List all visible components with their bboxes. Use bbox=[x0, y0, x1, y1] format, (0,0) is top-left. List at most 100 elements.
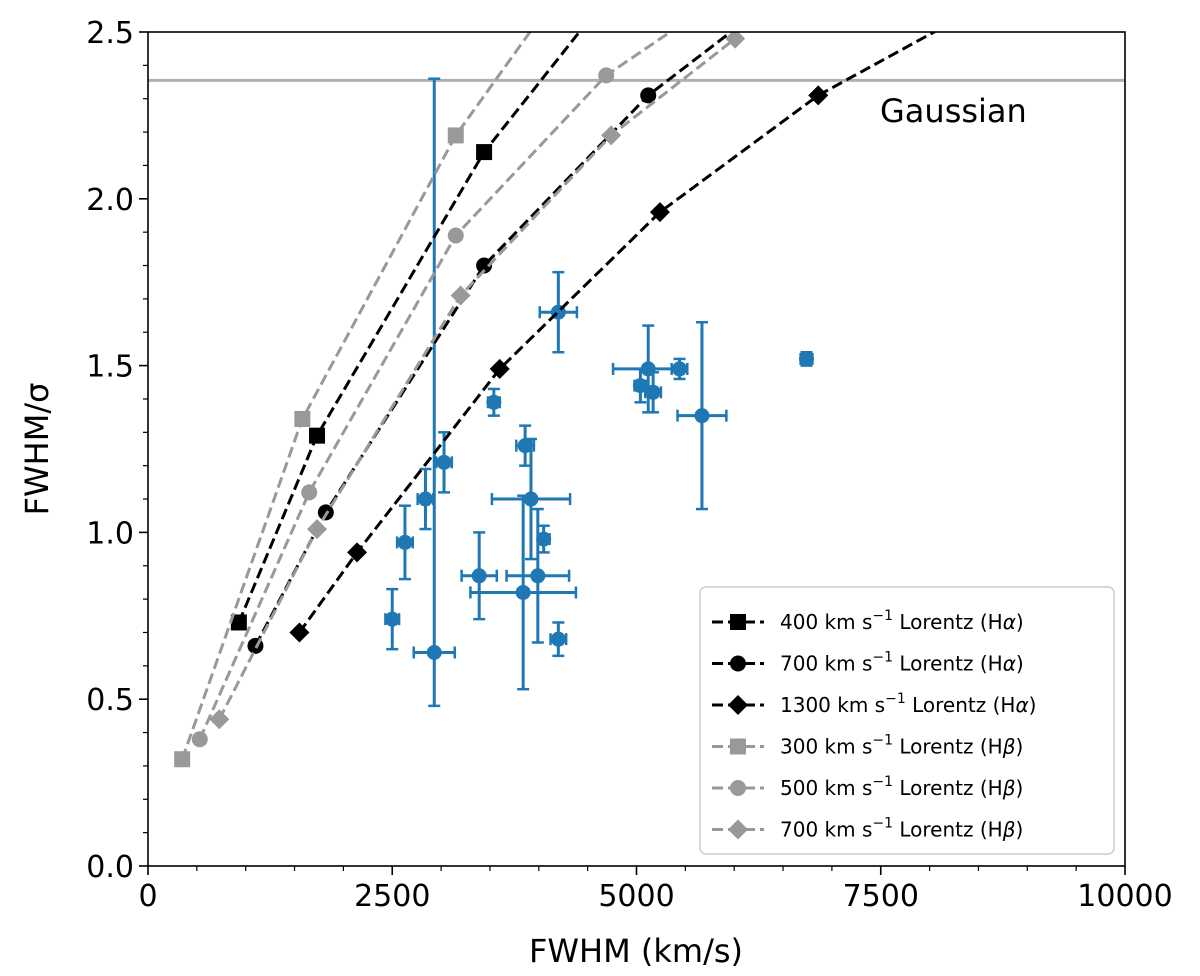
y-tick-label: 2.5 bbox=[86, 16, 134, 51]
series-2 bbox=[247, 32, 734, 654]
observation-point bbox=[384, 587, 401, 651]
observation-marker bbox=[436, 454, 452, 470]
observation-marker bbox=[384, 611, 400, 627]
observation-marker bbox=[550, 631, 566, 647]
x-tick-label: 0 bbox=[138, 879, 157, 914]
observation-point bbox=[798, 351, 814, 367]
series-marker bbox=[476, 257, 493, 274]
observation-marker bbox=[523, 491, 539, 507]
series-marker bbox=[598, 67, 615, 84]
y-tick-label: 0.5 bbox=[86, 683, 134, 718]
series-marker bbox=[209, 709, 230, 730]
series-marker bbox=[450, 285, 471, 306]
series-marker bbox=[301, 484, 318, 501]
series-marker bbox=[289, 622, 310, 643]
series-4 bbox=[174, 32, 532, 768]
legend-marker bbox=[730, 738, 746, 755]
legend-label: 1300 km s−1 Lorentz (Hα) bbox=[780, 691, 1036, 717]
series-marker bbox=[447, 127, 464, 144]
series-marker bbox=[489, 358, 510, 379]
observation-marker bbox=[671, 361, 687, 377]
observation-marker bbox=[397, 534, 413, 550]
observation-point bbox=[395, 504, 415, 581]
series-marker bbox=[601, 125, 622, 146]
series-marker bbox=[476, 144, 493, 161]
observation-marker bbox=[515, 584, 531, 600]
y-axis-label: FWHM/σ bbox=[18, 383, 56, 516]
legend-label: 700 km s−1 Lorentz (Hα) bbox=[780, 650, 1024, 676]
legend-label: 500 km s−1 Lorentz (Hβ) bbox=[780, 774, 1023, 800]
observation-point bbox=[469, 494, 578, 691]
series-marker bbox=[649, 202, 670, 223]
legend-entry: 400 km s−1 Lorentz (Hα) bbox=[712, 608, 1024, 634]
series-3 bbox=[289, 0, 1005, 643]
series-marker bbox=[640, 87, 657, 104]
observation-point bbox=[549, 621, 568, 658]
observation-point bbox=[644, 371, 663, 414]
observation-point bbox=[460, 531, 499, 621]
series-marker bbox=[174, 751, 191, 768]
legend-marker bbox=[730, 780, 746, 796]
series-5 bbox=[191, 32, 673, 748]
y-tick-label: 0.0 bbox=[86, 850, 134, 885]
series-line bbox=[180, 32, 532, 760]
legend-marker bbox=[728, 695, 748, 715]
observation-marker bbox=[530, 568, 546, 584]
y-tick-label: 2.0 bbox=[86, 183, 134, 218]
series-6 bbox=[209, 32, 746, 730]
observation-point bbox=[412, 77, 457, 708]
legend-label: 400 km s−1 Lorentz (Hα) bbox=[780, 608, 1024, 634]
observation-point bbox=[416, 467, 435, 531]
observation-point bbox=[486, 387, 502, 417]
series-marker bbox=[725, 32, 746, 49]
x-tick-label: 7500 bbox=[843, 879, 919, 914]
observation-marker bbox=[426, 644, 442, 660]
series-marker bbox=[294, 410, 311, 427]
observation-point bbox=[490, 437, 572, 561]
observation-marker bbox=[417, 491, 433, 507]
legend-entry: 1300 km s−1 Lorentz (Hα) bbox=[712, 691, 1036, 717]
observation-marker bbox=[645, 384, 661, 400]
series-marker bbox=[309, 427, 326, 444]
observation-point bbox=[536, 524, 552, 554]
legend-entry: 700 km s−1 Lorentz (Hα) bbox=[712, 650, 1024, 676]
observation-marker bbox=[471, 568, 487, 584]
observation-marker bbox=[694, 408, 710, 424]
legend-entry: 700 km s−1 Lorentz (Hβ) bbox=[712, 816, 1023, 842]
x-tick-label: 5000 bbox=[598, 879, 674, 914]
observation-point bbox=[670, 357, 689, 381]
observation-marker bbox=[798, 351, 814, 367]
observation-marker bbox=[517, 438, 533, 454]
legend-label: 300 km s−1 Lorentz (Hβ) bbox=[780, 733, 1023, 759]
series-line bbox=[237, 32, 582, 624]
series-1 bbox=[230, 32, 582, 631]
series-marker bbox=[808, 85, 829, 106]
y-tick-label: 1.5 bbox=[86, 350, 134, 385]
series-marker bbox=[347, 542, 368, 563]
x-tick-label: 2500 bbox=[354, 879, 430, 914]
series-line bbox=[217, 37, 737, 720]
legend-marker bbox=[730, 614, 746, 630]
observation-point bbox=[676, 320, 728, 511]
observation-point bbox=[538, 270, 579, 354]
gaussian-label: Gaussian bbox=[880, 92, 1027, 130]
observation-point bbox=[434, 431, 454, 494]
x-tick-label: 10000 bbox=[1077, 879, 1172, 914]
series-marker bbox=[307, 519, 328, 540]
legend-label: 700 km s−1 Lorentz (Hβ) bbox=[780, 816, 1023, 842]
observation-point bbox=[515, 424, 536, 467]
series-line bbox=[298, 32, 938, 634]
legend: 400 km s−1 Lorentz (Hα) 700 km s−1 Lorent… bbox=[699, 586, 1115, 855]
observation-point bbox=[505, 507, 571, 644]
legend-marker bbox=[730, 655, 746, 672]
legend-box bbox=[699, 586, 1115, 855]
series-marker bbox=[230, 614, 247, 631]
observation-marker bbox=[486, 394, 502, 410]
legend-entry: 500 km s−1 Lorentz (Hβ) bbox=[712, 774, 1023, 800]
series-marker bbox=[985, 0, 1005, 9]
series-marker bbox=[191, 731, 208, 748]
x-axis-label: FWHM (km/s) bbox=[529, 932, 743, 970]
series-line bbox=[254, 32, 734, 647]
legend-marker bbox=[728, 819, 748, 840]
